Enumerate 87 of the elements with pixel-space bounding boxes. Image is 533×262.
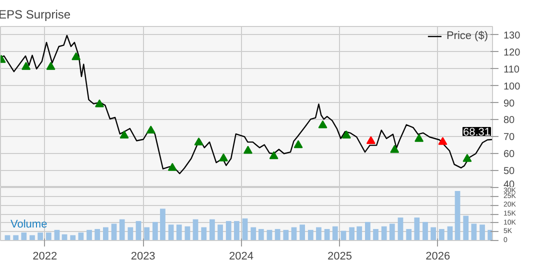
- bar: [332, 226, 338, 240]
- bar: [111, 224, 117, 240]
- bar: [210, 219, 215, 240]
- annotation: 68.31: [462, 126, 491, 139]
- bar: [324, 229, 330, 240]
- bar: [234, 221, 240, 240]
- point: [194, 137, 204, 146]
- bar: [13, 235, 19, 240]
- bar: [242, 218, 248, 240]
- bar: [373, 229, 378, 240]
- x-tick-label: 2022: [32, 250, 58, 262]
- bar: [86, 230, 92, 240]
- bar: [144, 227, 150, 240]
- point: [414, 134, 424, 142]
- point: [366, 136, 376, 144]
- bar: [258, 229, 264, 240]
- y-tick-label: 110: [504, 64, 520, 76]
- y-tick-label: 80: [504, 115, 516, 126]
- bar: [480, 224, 485, 240]
- bar: [454, 191, 460, 240]
- bar: [430, 227, 436, 240]
- bar: [168, 224, 174, 240]
- bar: [300, 224, 306, 240]
- bar: [192, 219, 198, 240]
- legend-label: Price ($): [446, 30, 488, 42]
- point: [269, 151, 278, 160]
- point: [22, 62, 31, 70]
- bar: [398, 218, 404, 240]
- point: [342, 130, 351, 138]
- point: [219, 153, 228, 162]
- point: [318, 120, 328, 128]
- bar: [201, 227, 207, 240]
- bar: [21, 232, 27, 240]
- bar: [46, 232, 52, 240]
- bar: [316, 227, 322, 240]
- point: [72, 52, 81, 60]
- bar: [308, 230, 314, 240]
- point: [94, 99, 104, 108]
- bar: [176, 224, 182, 240]
- bar: [70, 235, 76, 240]
- bar: [438, 229, 444, 240]
- point: [120, 130, 129, 138]
- bar: [356, 226, 362, 240]
- point: [390, 144, 400, 153]
- x-tick-label: 2023: [130, 250, 156, 262]
- bar: [136, 221, 142, 240]
- bar: [389, 224, 395, 240]
- bar: [102, 227, 108, 240]
- bar: [78, 232, 84, 240]
- y-tick-label: 60: [504, 149, 516, 160]
- y-tick-label: 50: [504, 166, 516, 178]
- bar: [381, 226, 387, 240]
- point: [438, 136, 448, 145]
- point: [168, 162, 177, 171]
- bar: [30, 235, 35, 240]
- bar: [119, 219, 125, 240]
- bar: [349, 227, 355, 240]
- bar: [218, 224, 223, 240]
- x-tick-label: 2025: [327, 250, 352, 262]
- bar: [422, 222, 428, 240]
- bar: [94, 229, 100, 240]
- text: Volume: [10, 218, 48, 230]
- bar: [128, 227, 134, 240]
- point: [294, 140, 303, 148]
- bar: [250, 227, 256, 240]
- y-tick-label: 70: [504, 132, 516, 144]
- bar: [283, 230, 289, 240]
- y-tick-label: 90: [504, 98, 516, 110]
- bar: [414, 218, 420, 240]
- bar: [471, 224, 477, 240]
- x-tick-label: 2024: [229, 250, 254, 262]
- bar: [274, 229, 280, 240]
- point: [462, 154, 472, 162]
- y-tick-label: 120: [504, 47, 521, 58]
- point: [146, 126, 156, 134]
- x-tick-label: 2026: [426, 250, 450, 262]
- point: [46, 62, 56, 70]
- bar: [406, 229, 412, 240]
- y-tick-label: 100: [504, 81, 521, 92]
- y-tick-label: 130: [504, 30, 521, 42]
- bar: [160, 208, 166, 240]
- bar: [364, 222, 370, 240]
- bar: [226, 221, 232, 240]
- bar: [38, 232, 43, 240]
- bar: [152, 222, 158, 240]
- bar: [463, 216, 469, 240]
- point: [243, 146, 252, 154]
